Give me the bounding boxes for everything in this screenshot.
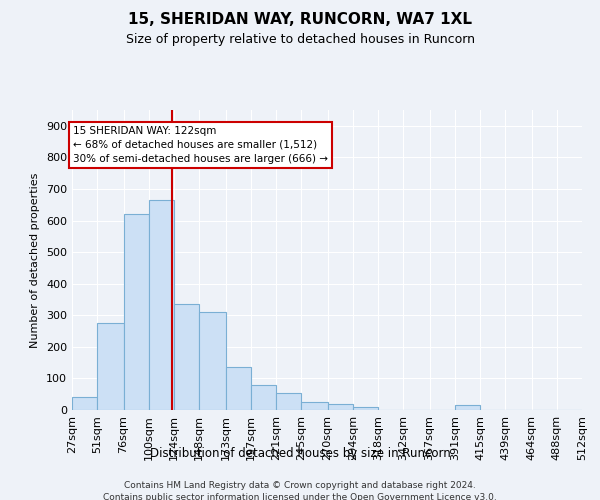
Bar (276, 392, 301, 410)
Bar (301, 402, 328, 410)
Bar (353, 407, 378, 410)
Text: 15 SHERIDAN WAY: 122sqm
← 68% of detached houses are smaller (1,512)
30% of semi: 15 SHERIDAN WAY: 122sqm ← 68% of detache… (73, 126, 328, 164)
Bar (226, 368, 251, 410)
Text: 15, SHERIDAN WAY, RUNCORN, WA7 1XL: 15, SHERIDAN WAY, RUNCORN, WA7 1XL (128, 12, 472, 28)
Text: Contains HM Land Registry data © Crown copyright and database right 2024.: Contains HM Land Registry data © Crown c… (124, 481, 476, 490)
Bar (124, 214, 149, 410)
Bar (174, 304, 199, 410)
Bar (328, 404, 353, 410)
Bar (97, 323, 124, 410)
Bar (149, 200, 174, 410)
Bar (72, 398, 97, 410)
Bar (455, 406, 480, 410)
Bar (199, 312, 226, 410)
Bar (251, 384, 276, 410)
Text: Distribution of detached houses by size in Runcorn: Distribution of detached houses by size … (149, 448, 451, 460)
Text: Contains public sector information licensed under the Open Government Licence v3: Contains public sector information licen… (103, 492, 497, 500)
Y-axis label: Number of detached properties: Number of detached properties (31, 172, 40, 348)
Text: Size of property relative to detached houses in Runcorn: Size of property relative to detached ho… (125, 32, 475, 46)
